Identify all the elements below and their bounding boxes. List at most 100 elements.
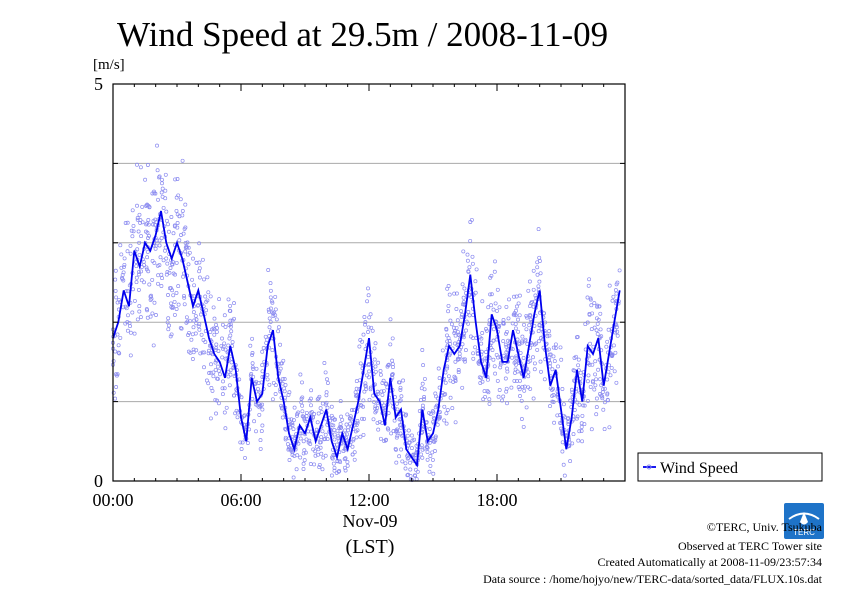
- data-point: [493, 371, 498, 376]
- data-point: [434, 394, 439, 399]
- data-point: [270, 397, 275, 402]
- data-point: [433, 435, 438, 440]
- data-point: [289, 417, 294, 422]
- data-point: [139, 234, 144, 239]
- data-point: [488, 292, 493, 297]
- data-point: [113, 288, 118, 293]
- data-point: [580, 413, 585, 418]
- data-point: [116, 343, 121, 348]
- data-point: [537, 279, 542, 284]
- data-point: [154, 238, 159, 243]
- data-point: [365, 299, 370, 304]
- data-point: [613, 288, 618, 293]
- data-point: [137, 240, 142, 245]
- data-point: [227, 308, 232, 313]
- data-point: [600, 396, 605, 401]
- data-point: [223, 324, 228, 329]
- data-point: [474, 267, 479, 272]
- data-point: [531, 355, 535, 360]
- data-point: [495, 308, 499, 313]
- data-point: [552, 420, 557, 425]
- data-point: [250, 351, 255, 355]
- data-point: [125, 220, 130, 225]
- data-point: [187, 330, 191, 335]
- data-point: [488, 275, 493, 280]
- data-point: [560, 387, 565, 391]
- x-tick-label: 18:00: [476, 490, 517, 510]
- data-point: [587, 312, 592, 316]
- data-point: [582, 422, 587, 427]
- data-point: [536, 227, 541, 232]
- data-point: [594, 377, 599, 382]
- data-point: [547, 352, 552, 357]
- data-point: [220, 336, 224, 341]
- data-point: [185, 240, 190, 245]
- data-point: [136, 287, 141, 292]
- data-point: [138, 315, 143, 320]
- data-point: [180, 209, 185, 213]
- x-axis-date-label: Nov-09: [343, 511, 398, 531]
- data-point: [114, 385, 119, 389]
- data-point: [200, 350, 205, 355]
- data-point: [166, 316, 171, 321]
- data-point: [598, 377, 603, 382]
- data-point: [268, 288, 273, 293]
- data-point: [145, 255, 150, 260]
- data-point: [528, 304, 532, 309]
- data-point: [271, 314, 276, 318]
- data-point: [134, 280, 139, 285]
- y-axis-ticks: 05: [94, 74, 625, 491]
- data-point: [167, 286, 172, 291]
- terc-logo: TERC: [784, 503, 824, 539]
- data-point: [405, 456, 410, 461]
- data-point: [172, 223, 177, 228]
- data-point: [197, 266, 202, 271]
- data-point: [229, 360, 234, 365]
- data-point: [323, 370, 328, 375]
- data-point: [452, 329, 457, 334]
- data-point: [602, 427, 607, 432]
- data-point: [184, 315, 189, 320]
- data-point: [572, 356, 577, 360]
- data-source-text: Data source : /home/hojyo/new/TERC-data/…: [483, 572, 823, 586]
- data-point: [427, 469, 432, 474]
- data-point: [208, 416, 213, 421]
- data-point: [197, 269, 202, 274]
- data-point: [176, 193, 181, 198]
- data-point: [300, 395, 305, 400]
- data-point: [318, 445, 323, 450]
- data-point: [340, 417, 345, 422]
- data-point: [312, 462, 317, 467]
- data-point: [454, 307, 459, 311]
- data-point: [146, 269, 151, 274]
- data-point: [550, 367, 555, 372]
- data-point: [444, 326, 449, 331]
- data-point: [320, 429, 325, 434]
- data-point: [316, 411, 321, 416]
- data-point: [446, 309, 451, 314]
- data-point: [319, 451, 324, 456]
- data-point: [562, 473, 567, 478]
- data-point: [131, 223, 136, 228]
- data-point: [430, 457, 435, 462]
- data-point: [597, 335, 602, 340]
- data-point: [383, 438, 388, 443]
- wind-speed-line: [112, 210, 621, 468]
- data-point: [214, 411, 218, 416]
- data-point: [406, 428, 411, 433]
- data-point: [183, 249, 188, 254]
- data-point: [147, 233, 151, 238]
- data-point: [118, 335, 123, 340]
- data-point: [514, 304, 519, 309]
- data-point: [332, 417, 337, 422]
- data-point: [360, 339, 365, 344]
- data-point: [595, 303, 600, 308]
- data-point: [609, 352, 614, 357]
- data-point: [202, 350, 207, 355]
- data-point: [135, 217, 140, 222]
- data-point: [358, 402, 363, 407]
- data-point: [140, 204, 145, 209]
- data-point: [332, 432, 337, 437]
- data-point: [386, 363, 391, 368]
- data-point: [232, 301, 236, 306]
